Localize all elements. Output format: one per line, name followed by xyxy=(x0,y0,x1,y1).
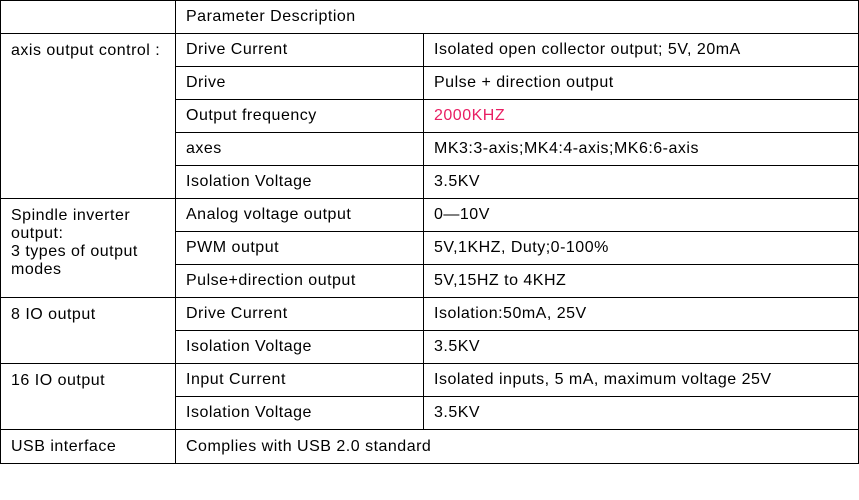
cell-empty xyxy=(1,1,176,34)
param-value: 0—10V xyxy=(424,199,859,232)
param-name: Output frequency xyxy=(176,100,424,133)
param-value: 3.5KV xyxy=(424,331,859,364)
param-value: Isolated open collector output; 5V, 20mA xyxy=(424,34,859,67)
param-name: PWM output xyxy=(176,232,424,265)
table-row: USB interface Complies with USB 2.0 stan… xyxy=(1,430,859,464)
spec-table: Parameter Description axis output contro… xyxy=(0,0,859,464)
section-label-usb: USB interface xyxy=(1,430,176,464)
param-value: Pulse + direction output xyxy=(424,67,859,100)
table-row: axis output control : Drive Current Isol… xyxy=(1,34,859,67)
param-value: MK3:3-axis;MK4:4-axis;MK6:6-axis xyxy=(424,133,859,166)
param-name: Analog voltage output xyxy=(176,199,424,232)
param-value: Isolation:50mA, 25V xyxy=(424,298,859,331)
param-value: 5V,1KHZ, Duty;0-100% xyxy=(424,232,859,265)
param-value: 5V,15HZ to 4KHZ xyxy=(424,265,859,298)
param-name: axes xyxy=(176,133,424,166)
table-row: Spindle inverter output: 3 types of outp… xyxy=(1,199,859,232)
table-row: 16 IO output Input Current Isolated inpu… xyxy=(1,364,859,397)
table-row: 8 IO output Drive Current Isolation:50mA… xyxy=(1,298,859,331)
param-value: Isolated inputs, 5 mA, maximum voltage 2… xyxy=(424,364,859,397)
param-name: Isolation Voltage xyxy=(176,397,424,430)
section-label-16io: 16 IO output xyxy=(1,364,176,430)
param-name: Input Current xyxy=(176,364,424,397)
param-name: Drive Current xyxy=(176,34,424,67)
param-name: Drive Current xyxy=(176,298,424,331)
section-label-axis-output: axis output control : xyxy=(1,34,176,199)
param-value-highlight: 2000KHZ xyxy=(424,100,859,133)
header-parameter-description: Parameter Description xyxy=(176,1,859,34)
param-value: Complies with USB 2.0 standard xyxy=(176,430,859,464)
section-label-spindle: Spindle inverter output: 3 types of outp… xyxy=(1,199,176,298)
table-row: Parameter Description xyxy=(1,1,859,34)
param-value: 3.5KV xyxy=(424,166,859,199)
section-label-8io: 8 IO output xyxy=(1,298,176,364)
param-name: Isolation Voltage xyxy=(176,331,424,364)
param-name: Pulse+direction output xyxy=(176,265,424,298)
param-name: Isolation Voltage xyxy=(176,166,424,199)
param-value: 3.5KV xyxy=(424,397,859,430)
param-name: Drive xyxy=(176,67,424,100)
